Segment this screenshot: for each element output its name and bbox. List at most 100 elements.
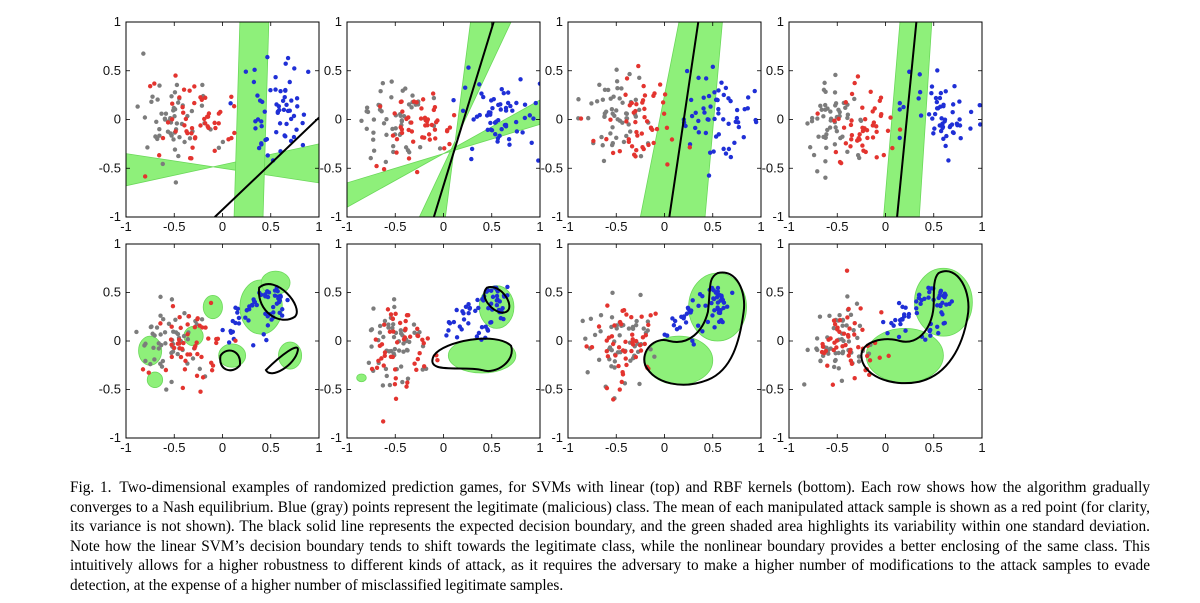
legitimate-point	[243, 315, 248, 320]
malicious-point	[857, 323, 863, 328]
x-tick-label: -1	[562, 219, 574, 234]
y-tick-label: 1	[335, 236, 342, 251]
legitimate-point	[493, 132, 498, 137]
legitimate-point	[285, 55, 291, 61]
legitimate-point	[496, 102, 501, 108]
attack-mean-point	[181, 110, 186, 115]
malicious-point	[405, 148, 411, 153]
malicious-point	[845, 294, 850, 299]
malicious-point	[174, 82, 180, 88]
attack-mean-point	[886, 353, 891, 359]
legitimate-point	[690, 338, 695, 344]
legitimate-point	[714, 97, 719, 102]
attack-mean-point	[823, 348, 829, 354]
malicious-point	[815, 169, 820, 174]
legitimate-point	[941, 321, 946, 326]
y-tick-label: 0.5	[324, 63, 342, 78]
legitimate-point	[715, 305, 720, 310]
plot-area	[347, 22, 540, 217]
legitimate-point	[944, 302, 949, 307]
legitimate-point	[941, 104, 946, 109]
attack-mean-point	[169, 342, 174, 347]
legitimate-point	[454, 307, 459, 313]
malicious-point	[391, 334, 397, 340]
malicious-point	[617, 96, 622, 101]
plot-area	[126, 22, 319, 217]
x-tick-label: -0.5	[605, 440, 627, 455]
malicious-point	[366, 360, 372, 365]
attack-mean-point	[640, 335, 646, 340]
malicious-point	[172, 107, 178, 112]
malicious-point	[182, 139, 187, 145]
attack-mean-point	[447, 141, 452, 147]
malicious-point	[199, 103, 205, 108]
plot-panel-8: -1 -0.5 0 0.5 1 -1 -0.5 0 0.5 1	[762, 236, 986, 455]
legitimate-point	[294, 96, 300, 101]
attack-mean-point	[231, 104, 237, 109]
legitimate-point	[927, 289, 932, 295]
attack-mean-point	[832, 118, 837, 123]
malicious-point	[832, 90, 838, 95]
attack-mean-point	[410, 139, 416, 144]
y-tick-label: -1	[330, 430, 342, 445]
malicious-point	[638, 292, 643, 298]
y-tick-label: 0.5	[766, 285, 784, 300]
legitimate-point	[451, 319, 457, 325]
legitimate-point	[949, 299, 955, 304]
attack-mean-point	[630, 342, 636, 347]
legitimate-point	[940, 121, 945, 126]
malicious-point	[855, 335, 860, 341]
malicious-point	[163, 111, 169, 116]
attack-mean-point	[637, 343, 643, 348]
attack-mean-point	[142, 174, 148, 179]
legitimate-point	[701, 106, 706, 111]
attack-mean-point	[872, 106, 877, 111]
malicious-point	[157, 83, 162, 88]
malicious-point	[822, 102, 828, 108]
attack-mean-point	[433, 119, 439, 125]
legitimate-point	[454, 335, 460, 340]
attack-mean-point	[187, 88, 192, 93]
attack-mean-point	[633, 354, 639, 360]
legitimate-point	[256, 145, 262, 151]
legitimate-point	[711, 149, 716, 154]
malicious-point	[815, 116, 820, 121]
attack-mean-point	[605, 303, 610, 308]
legitimate-point	[926, 295, 931, 300]
y-tick-label: -0.5	[99, 382, 121, 397]
legitimate-point	[469, 146, 475, 152]
malicious-point	[216, 145, 222, 151]
legitimate-point	[901, 312, 907, 317]
attack-mean-point	[205, 114, 211, 119]
legitimate-point	[280, 307, 285, 312]
malicious-point	[383, 159, 389, 165]
legitimate-point	[514, 129, 520, 134]
attack-mean-point	[185, 332, 190, 337]
legitimate-point	[466, 321, 471, 326]
legitimate-point	[287, 79, 292, 85]
attack-mean-point	[399, 99, 404, 104]
attack-mean-point	[442, 146, 447, 151]
malicious-point	[821, 114, 826, 119]
attack-mean-point	[187, 155, 193, 161]
malicious-point	[586, 115, 591, 121]
malicious-point	[620, 120, 625, 125]
attack-mean-point	[862, 116, 868, 122]
legitimate-point	[244, 308, 249, 313]
malicious-point	[403, 86, 408, 91]
legitimate-point	[944, 133, 949, 139]
legitimate-point	[697, 291, 703, 297]
y-tick-label: -0.5	[541, 160, 563, 175]
attack-mean-point	[843, 342, 848, 348]
legitimate-point	[721, 92, 727, 98]
x-tick-label: -0.5	[384, 219, 406, 234]
legitimate-point	[726, 146, 732, 152]
legitimate-point	[301, 112, 307, 117]
malicious-point	[169, 133, 174, 138]
legitimate-point	[276, 299, 282, 305]
malicious-point	[637, 75, 642, 81]
plot-panel-5: -1 -0.5 0 0.5 1 -1 -0.5 0 0.5 1	[99, 236, 323, 455]
legitimate-point	[518, 77, 523, 82]
attack-mean-point	[638, 348, 644, 353]
legitimate-point	[719, 80, 724, 85]
